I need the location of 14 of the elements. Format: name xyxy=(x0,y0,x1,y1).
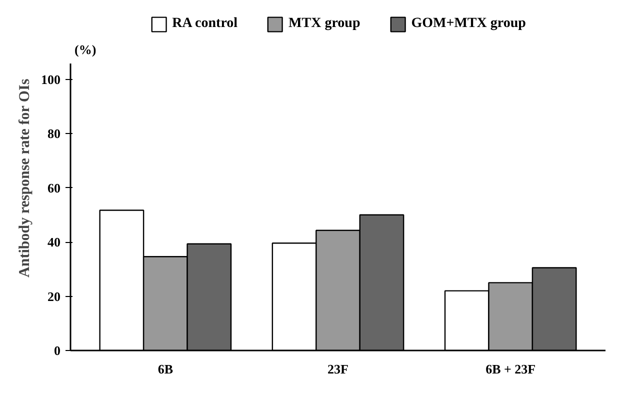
y-tick-label: 80 xyxy=(48,126,60,142)
x-tick-label: 23F xyxy=(328,362,349,376)
text: (%) xyxy=(74,42,96,57)
x-tick-label: 6B xyxy=(158,362,174,376)
y-tick-label: 60 xyxy=(48,180,60,196)
x-tick-label: 6B + 23F xyxy=(486,362,536,376)
legend-label: RA control xyxy=(172,16,238,32)
y-tick-label: 0 xyxy=(54,343,60,358)
y-tick-label: 40 xyxy=(48,234,60,250)
y-tick-label: 20 xyxy=(48,288,60,304)
y-axis-title: Antibody response rate for OIs xyxy=(17,78,33,278)
y-tick-label: 100 xyxy=(41,72,60,87)
legend-label: GOM+MTX group xyxy=(411,16,526,32)
legend-label: MTX group xyxy=(288,16,360,32)
